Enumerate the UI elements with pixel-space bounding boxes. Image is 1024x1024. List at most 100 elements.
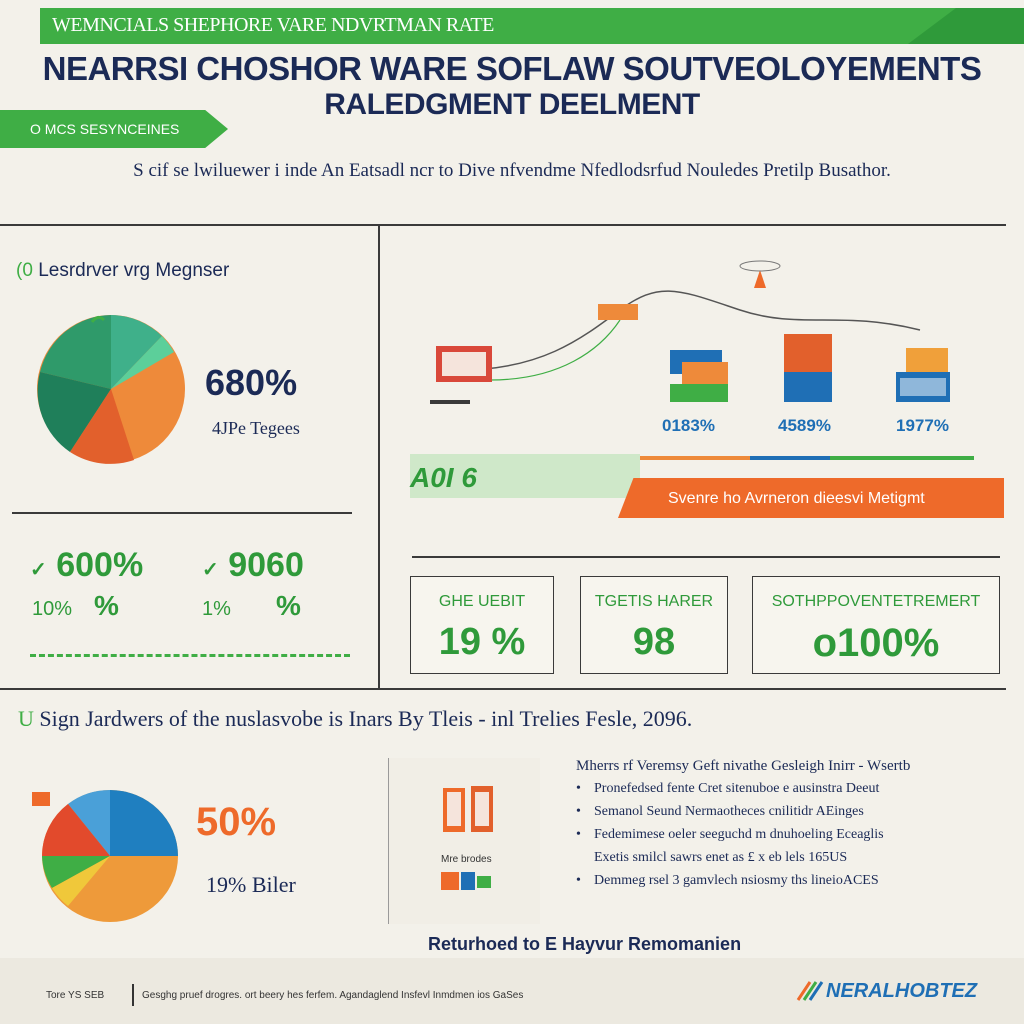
list-item: • Demmeg rsel 3 gamvlech nsiosmy ths line… (576, 873, 1016, 889)
list-item: • Semanol Seund Nermaotheces cnilitidr AE… (576, 804, 1016, 820)
footer (0, 958, 1024, 1024)
stat-4-small: 1% (202, 598, 231, 620)
footer-left-text: Tore YS SEB (46, 990, 105, 1001)
footer-separator (132, 984, 134, 1006)
leaf-icon (90, 315, 106, 323)
bar-block-1-mid (682, 362, 728, 384)
stat-box-3-title: SOTHPPOVENTETREMERT (771, 593, 981, 610)
bar-block-3-screen (900, 378, 946, 396)
lower-heading-prefix: U (18, 706, 34, 731)
divider-vertical (378, 224, 380, 690)
lower-heading-text: Sign Jardwers of the nuslasvobe is Inars… (39, 706, 693, 731)
bar-illustration (430, 260, 974, 460)
divider-top (0, 224, 1006, 226)
brand-logo-icon (796, 981, 824, 1001)
side-ribbon (0, 110, 228, 148)
monitor-screen (442, 352, 486, 376)
device-icon (443, 786, 493, 832)
pie-2-slice-light-blue (68, 789, 110, 856)
top-banner (40, 8, 1024, 44)
lower-heading: U Sign Jardwers of the nuslasvobe is Ina… (18, 706, 692, 732)
list-item: Exetis smilcl sawrs enet as £ x eb lels … (576, 850, 1016, 866)
stat-box-3-value: o100% (812, 621, 940, 665)
divider-left-panel (12, 512, 352, 514)
pie-2-percentage: 50% (196, 800, 277, 844)
stat-box-2: TGETIS HARER 98 (580, 576, 728, 674)
pie-chart-2 (32, 789, 178, 922)
pie-chart-1 (37, 315, 185, 464)
pie-2-slice-blue (110, 790, 178, 856)
page-title-line-2: RALEDGMENT DEELMENT (324, 88, 700, 121)
bar-block-2-base (784, 372, 832, 402)
side-ribbon-text: O MCS SESYNCEINES (30, 121, 180, 137)
bar-value-3: 1977% (896, 416, 949, 435)
stat-box-1-value: 19 % (438, 621, 526, 663)
pie-2-label: 19% Biler (206, 872, 296, 897)
small-device-icon (598, 304, 638, 320)
bullet-dot (576, 850, 594, 866)
list-item: • Fedemimese oeler seeguchd m dnuhoeling … (576, 827, 1016, 843)
left-heading-prefix: (0 (16, 260, 33, 281)
bullet-dot: • (576, 804, 581, 819)
list-item-text: Semanol Seund Nermaotheces cnilitidr AEi… (594, 804, 864, 819)
check-icon: ✓ (30, 559, 47, 581)
check-icon: ✓ (202, 559, 219, 581)
lamp-shade-icon (739, 260, 781, 272)
orange-banner-text: Svenre ho Avrneron dieesvi Metigmt (668, 490, 925, 507)
orange-banner (618, 478, 1004, 518)
desk-line (430, 400, 470, 404)
list-item: • Pronefedsed fente Cret sitenuboe e ausi… (576, 781, 1016, 797)
brand-logo[interactable]: NERALHOBTEZ (826, 980, 978, 1002)
pie-2-slice-yellow (52, 856, 110, 906)
stat-box-2-value: 98 (632, 621, 676, 663)
list-item-text: Exetis smilcl sawrs enet as £ x eb lels … (594, 850, 848, 865)
pie-1-slice-green (40, 315, 111, 389)
bar-value-2: 4589% (778, 416, 831, 435)
tag-icon (32, 792, 50, 806)
bullet-dot: • (576, 873, 581, 888)
green-strip-text: A0I 6 (410, 462, 477, 493)
subtitle: S cif se lwiluewer i inde An Eatsadl ncr… (133, 160, 891, 181)
stat-4-big: % (276, 590, 301, 621)
bar-value-1: 0183% (662, 416, 715, 435)
pie-1-slice-teal (111, 315, 162, 389)
left-panel-heading: (0 Lesrdrver vrg Megnser (16, 260, 229, 282)
top-banner-text: WEMNCIALS SHEPHORE VARE NDVRTMAN RATE (52, 14, 494, 36)
dashed-divider (30, 654, 350, 657)
left-heading-text: Lesrdrver vrg Megnser (38, 260, 230, 281)
footer-middle-text: Gesghg pruef drogres. ort beery hes ferf… (142, 990, 524, 1001)
pie-2-slice-red (41, 804, 111, 856)
bullet-dot: • (576, 827, 581, 842)
bar-block-2-top (784, 334, 832, 372)
page-title-line-1: NEARRSI CHOSHOR WARE SOFLAW SOUTVEOLOYEM… (42, 50, 982, 87)
stat-3-small: 10% (32, 598, 73, 620)
bar-block-3-top (906, 348, 948, 372)
connector-line-green (489, 319, 621, 381)
stat-box-3: SOTHPPOVENTETREMERT o100% (752, 576, 1000, 674)
return-link[interactable]: Returhoed to E Hayvur Remomanien (428, 934, 742, 954)
stat-box-1: GHE UEBIT 19 % (410, 576, 554, 674)
divider-middle (0, 688, 1006, 690)
pie-1-percentage: 680% (205, 362, 298, 403)
bullet-list: Mherrs rf Veremsy Geft nivathe Gesleigh … (576, 758, 1016, 896)
center-illustration-panel: Mre brodes (388, 758, 540, 924)
lamp-icon (754, 270, 766, 288)
pie-1-slice-dark-green (37, 372, 111, 452)
stat-box-2-title: TGETIS HARER (594, 593, 714, 610)
green-strip (410, 454, 640, 498)
pie-1-label: 4JPe Tegees (212, 418, 300, 438)
list-item-text: Fedemimese oeler seeguchd m dnuhoeling E… (594, 827, 884, 842)
list-item-text: Demmeg rsel 3 gamvlech nsiosmy ths linei… (594, 873, 879, 888)
stat-3-big: % (94, 590, 119, 621)
pie-2-slice-green (42, 856, 110, 888)
progress-strip-blue (750, 456, 830, 460)
stat-2-value: 9060 (228, 546, 304, 584)
bar-block-1-base (670, 384, 728, 402)
blocks-icon (441, 872, 491, 890)
pie-1-slice-mint (111, 336, 174, 389)
connector-line (459, 290, 921, 371)
bullet-dot: • (576, 781, 581, 796)
divider-right-panel (412, 556, 1000, 558)
center-caption: Mre brodes (441, 854, 492, 865)
stat-1-value: 600% (56, 546, 144, 584)
